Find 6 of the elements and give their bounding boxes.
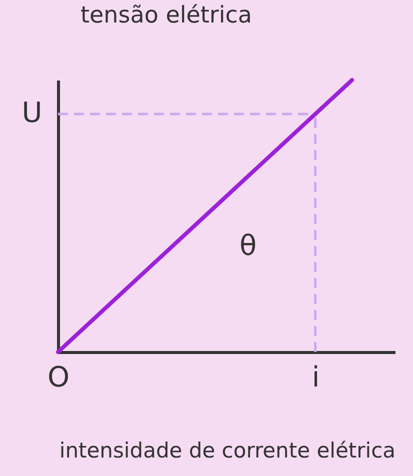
- ref-line-label: U: [22, 96, 42, 129]
- x-axis-title: intensidade de corrente elétrica: [59, 438, 396, 462]
- x-tick-label: O: [47, 360, 70, 394]
- annotation: θ: [239, 229, 257, 262]
- x-tick-label: i: [312, 360, 320, 394]
- y-axis-title: tensão elétrica: [80, 2, 252, 28]
